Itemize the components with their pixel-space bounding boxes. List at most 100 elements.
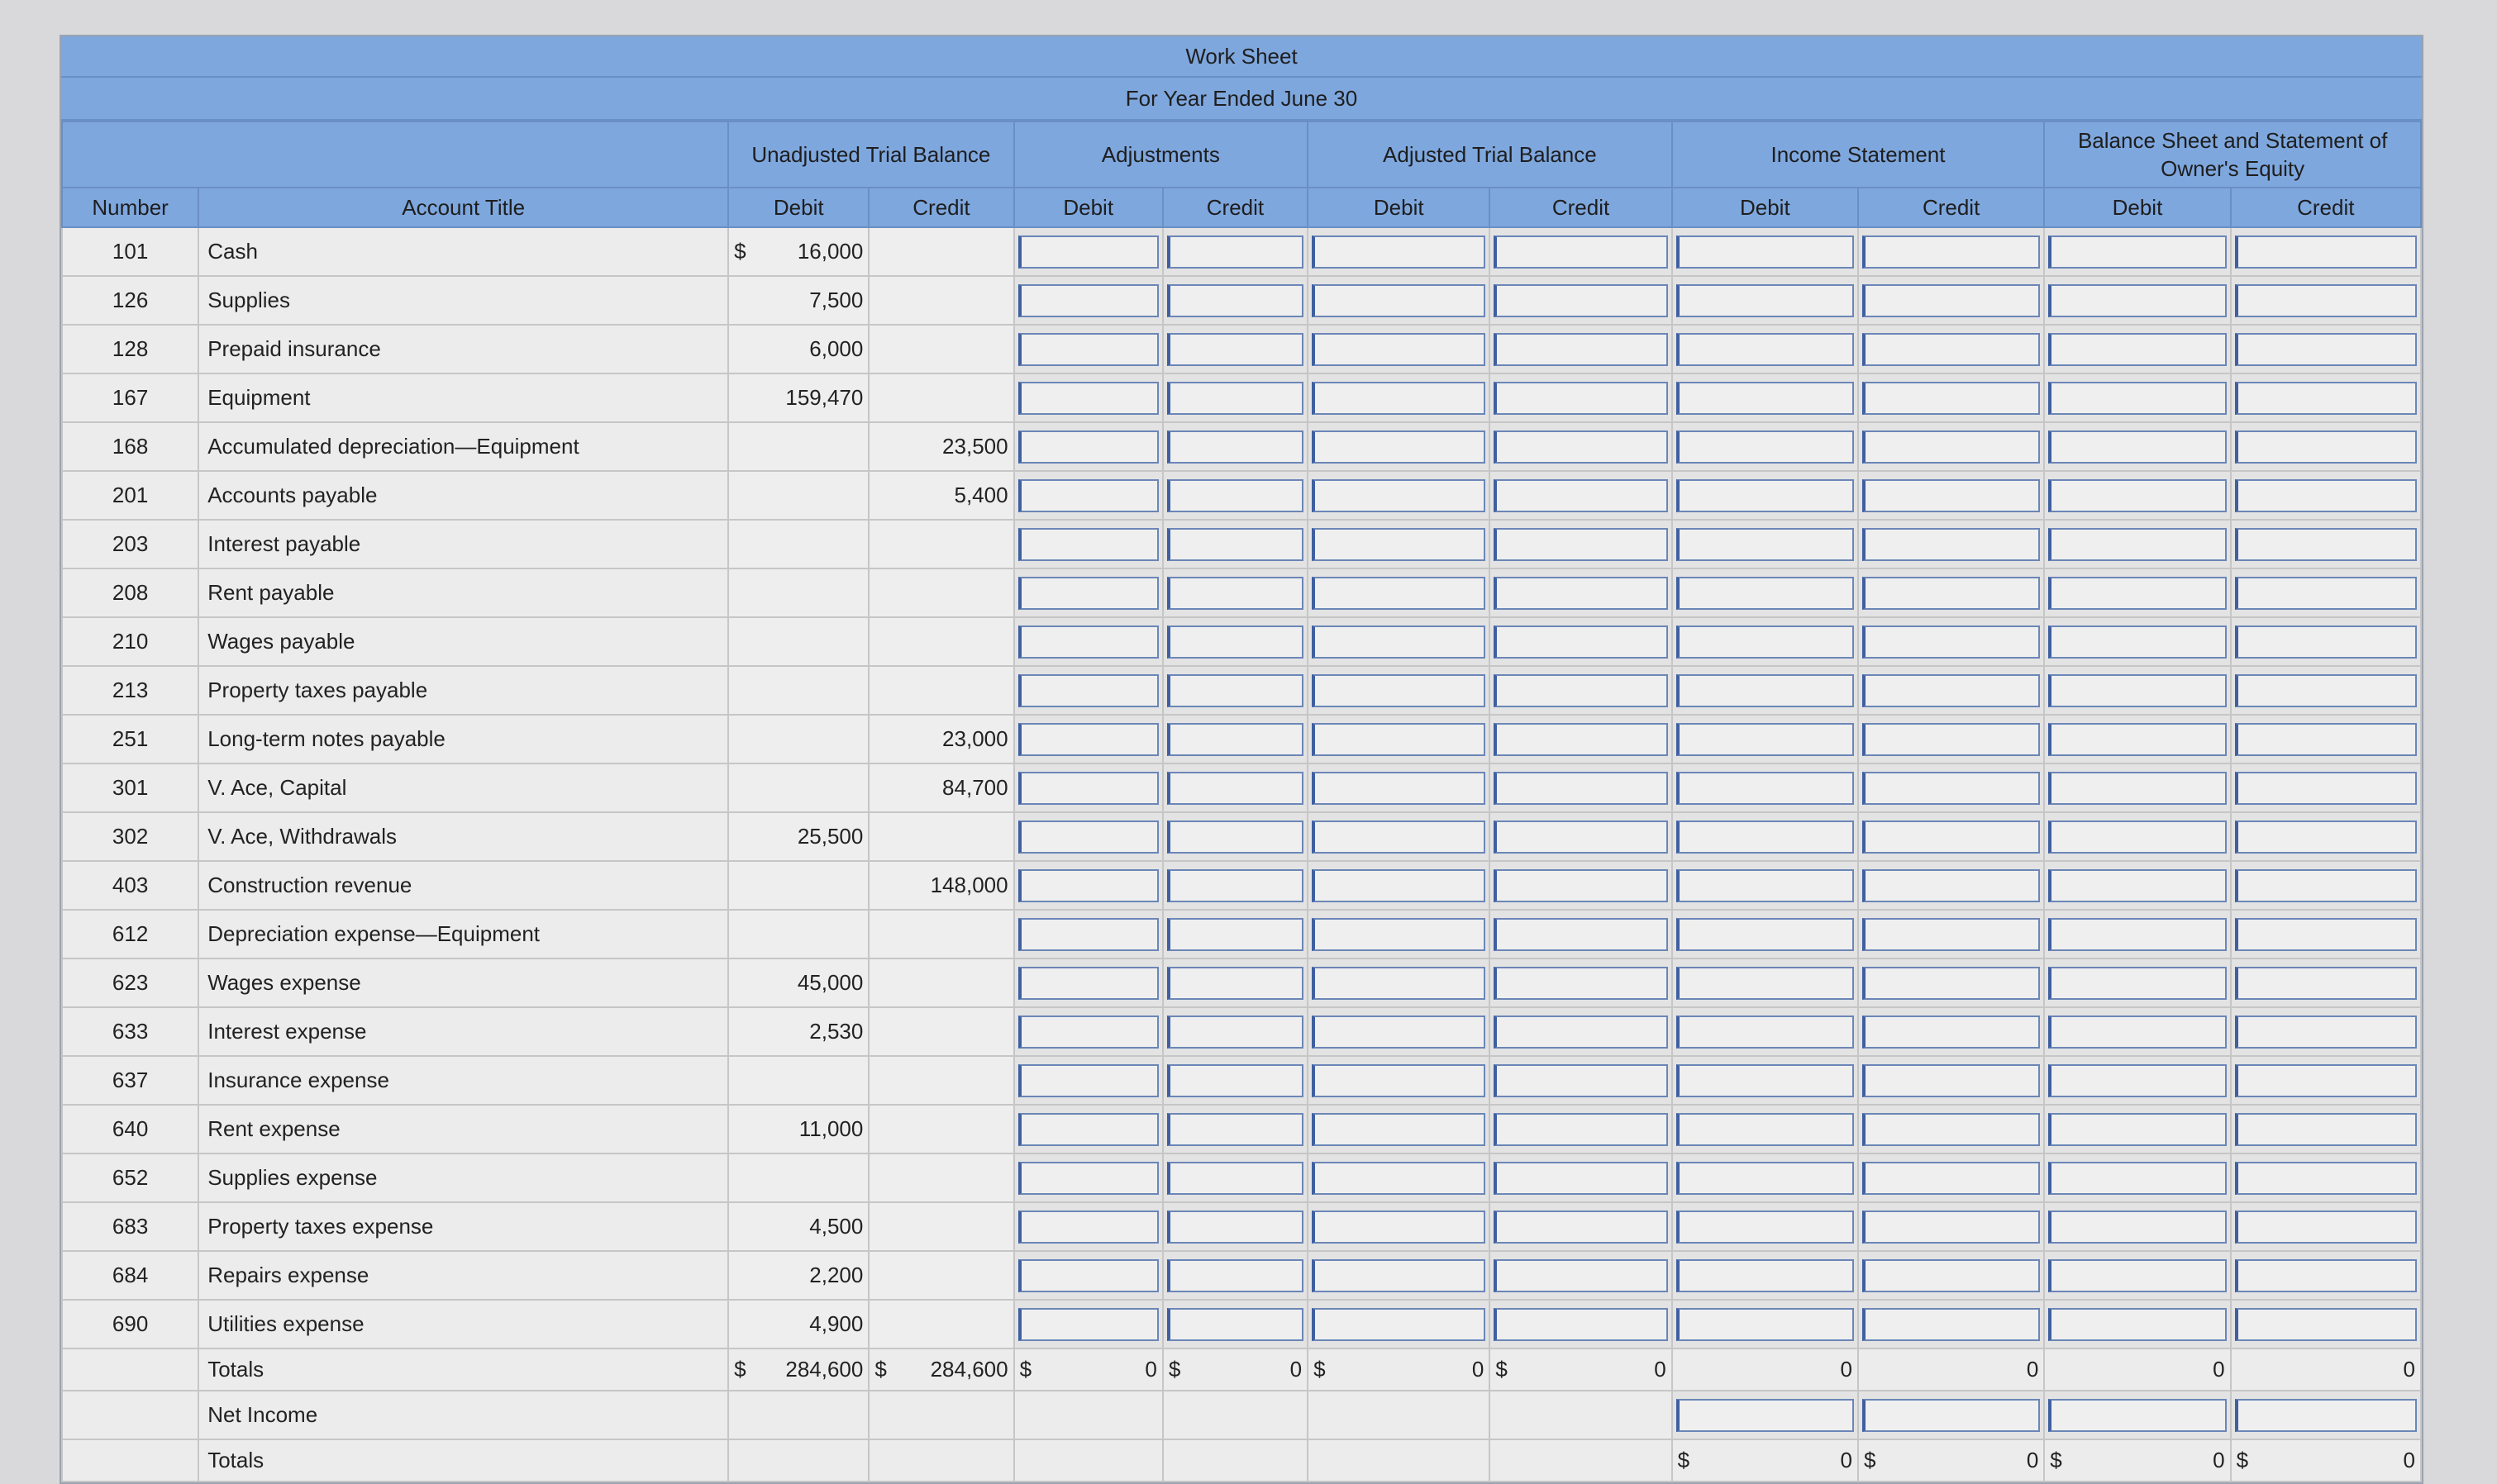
amount-input[interactable] xyxy=(2048,1063,2227,1097)
amount-input[interactable] xyxy=(1312,966,1486,1000)
amount-input[interactable] xyxy=(2234,283,2417,317)
amount-input[interactable] xyxy=(1017,625,1159,659)
amount-input[interactable] xyxy=(1861,673,2041,707)
amount-input[interactable] xyxy=(2234,1307,2417,1341)
amount-input[interactable] xyxy=(1861,917,2041,951)
amount-input[interactable] xyxy=(1017,868,1159,902)
amount-input[interactable] xyxy=(1017,673,1159,707)
amount-input[interactable] xyxy=(2234,673,2417,707)
amount-input[interactable] xyxy=(1312,917,1486,951)
amount-input[interactable] xyxy=(2048,1307,2227,1341)
amount-input[interactable] xyxy=(1312,1063,1486,1097)
amount-input[interactable] xyxy=(1166,235,1304,269)
amount-input[interactable] xyxy=(1017,1161,1159,1195)
amount-input[interactable] xyxy=(1494,1307,1668,1341)
amount-input[interactable] xyxy=(1861,332,2041,366)
amount-input[interactable] xyxy=(1312,1258,1486,1292)
amount-input[interactable] xyxy=(2234,771,2417,805)
amount-input[interactable] xyxy=(1675,917,1854,951)
net-income-input[interactable] xyxy=(2048,1398,2227,1432)
amount-input[interactable] xyxy=(1166,430,1304,464)
amount-input[interactable] xyxy=(1861,1210,2041,1244)
amount-input[interactable] xyxy=(1494,235,1668,269)
amount-input[interactable] xyxy=(1166,1258,1304,1292)
amount-input[interactable] xyxy=(1861,771,2041,805)
amount-input[interactable] xyxy=(1494,771,1668,805)
amount-input[interactable] xyxy=(1312,722,1486,756)
amount-input[interactable] xyxy=(2048,1258,2227,1292)
amount-input[interactable] xyxy=(2048,722,2227,756)
amount-input[interactable] xyxy=(1675,673,1854,707)
amount-input[interactable] xyxy=(1017,966,1159,1000)
amount-input[interactable] xyxy=(1312,820,1486,854)
amount-input[interactable] xyxy=(1312,1210,1486,1244)
amount-input[interactable] xyxy=(1312,771,1486,805)
amount-input[interactable] xyxy=(1494,966,1668,1000)
amount-input[interactable] xyxy=(2234,625,2417,659)
amount-input[interactable] xyxy=(1494,527,1668,561)
amount-input[interactable] xyxy=(1166,625,1304,659)
amount-input[interactable] xyxy=(1166,332,1304,366)
amount-input[interactable] xyxy=(1017,430,1159,464)
amount-input[interactable] xyxy=(2234,478,2417,512)
amount-input[interactable] xyxy=(1017,478,1159,512)
amount-input[interactable] xyxy=(2234,576,2417,610)
amount-input[interactable] xyxy=(1166,868,1304,902)
amount-input[interactable] xyxy=(1312,478,1486,512)
amount-input[interactable] xyxy=(1166,576,1304,610)
amount-input[interactable] xyxy=(1312,283,1486,317)
amount-input[interactable] xyxy=(1166,1307,1304,1341)
amount-input[interactable] xyxy=(2048,235,2227,269)
amount-input[interactable] xyxy=(1312,430,1486,464)
amount-input[interactable] xyxy=(1017,527,1159,561)
amount-input[interactable] xyxy=(1166,1161,1304,1195)
amount-input[interactable] xyxy=(2048,1112,2227,1146)
amount-input[interactable] xyxy=(1312,235,1486,269)
amount-input[interactable] xyxy=(1017,1307,1159,1341)
amount-input[interactable] xyxy=(1675,1210,1854,1244)
amount-input[interactable] xyxy=(1494,625,1668,659)
net-income-input[interactable] xyxy=(1861,1398,2041,1432)
amount-input[interactable] xyxy=(2048,673,2227,707)
amount-input[interactable] xyxy=(1675,235,1854,269)
amount-input[interactable] xyxy=(2234,1112,2417,1146)
amount-input[interactable] xyxy=(1675,1015,1854,1049)
amount-input[interactable] xyxy=(1312,868,1486,902)
amount-input[interactable] xyxy=(1675,283,1854,317)
amount-input[interactable] xyxy=(1494,1112,1668,1146)
amount-input[interactable] xyxy=(1312,625,1486,659)
amount-input[interactable] xyxy=(1166,478,1304,512)
amount-input[interactable] xyxy=(1675,625,1854,659)
amount-input[interactable] xyxy=(1166,1015,1304,1049)
amount-input[interactable] xyxy=(1166,1210,1304,1244)
amount-input[interactable] xyxy=(2048,1015,2227,1049)
amount-input[interactable] xyxy=(1861,1112,2041,1146)
amount-input[interactable] xyxy=(1861,576,2041,610)
amount-input[interactable] xyxy=(1166,917,1304,951)
amount-input[interactable] xyxy=(1017,283,1159,317)
amount-input[interactable] xyxy=(1494,820,1668,854)
amount-input[interactable] xyxy=(2234,1210,2417,1244)
amount-input[interactable] xyxy=(2048,381,2227,415)
amount-input[interactable] xyxy=(1494,478,1668,512)
amount-input[interactable] xyxy=(2234,381,2417,415)
amount-input[interactable] xyxy=(2234,722,2417,756)
amount-input[interactable] xyxy=(1675,430,1854,464)
amount-input[interactable] xyxy=(1312,1307,1486,1341)
amount-input[interactable] xyxy=(2048,576,2227,610)
amount-input[interactable] xyxy=(1861,1015,2041,1049)
amount-input[interactable] xyxy=(1494,868,1668,902)
amount-input[interactable] xyxy=(1312,381,1486,415)
amount-input[interactable] xyxy=(2048,1210,2227,1244)
amount-input[interactable] xyxy=(1675,1063,1854,1097)
amount-input[interactable] xyxy=(1861,283,2041,317)
amount-input[interactable] xyxy=(1861,722,2041,756)
amount-input[interactable] xyxy=(1166,820,1304,854)
amount-input[interactable] xyxy=(1675,1161,1854,1195)
amount-input[interactable] xyxy=(1017,917,1159,951)
amount-input[interactable] xyxy=(2234,527,2417,561)
amount-input[interactable] xyxy=(1675,576,1854,610)
amount-input[interactable] xyxy=(1017,1015,1159,1049)
amount-input[interactable] xyxy=(1494,430,1668,464)
amount-input[interactable] xyxy=(2234,966,2417,1000)
